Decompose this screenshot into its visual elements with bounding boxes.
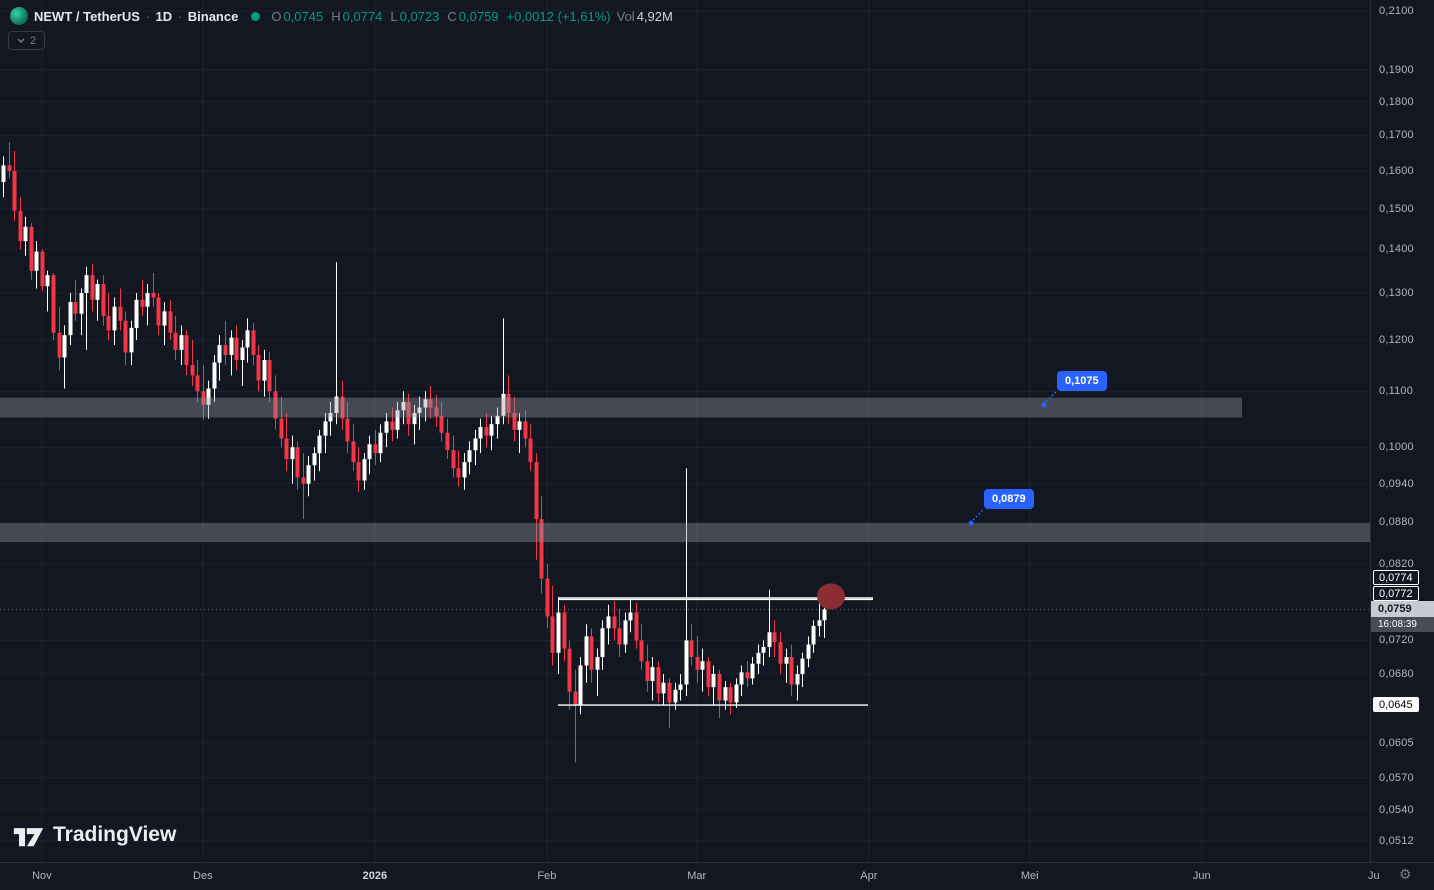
price-tick-label: 0,0940 bbox=[1379, 477, 1414, 490]
price-axis[interactable]: 0,0774 0,0772 0,0645 0,0759 16:08:39 0,2… bbox=[1370, 0, 1434, 862]
market-status-icon[interactable] bbox=[251, 11, 261, 21]
time-tick-label: 2026 bbox=[362, 870, 388, 882]
price-tick-label: 0,0605 bbox=[1379, 736, 1414, 749]
close-value: 0,0759 bbox=[458, 8, 499, 24]
price-flag-label[interactable]: 0,1075 bbox=[1057, 370, 1107, 391]
price-tick-label: 0,0540 bbox=[1379, 803, 1414, 816]
price-tick-label: 0,1600 bbox=[1379, 164, 1414, 177]
flag-anchor-dot bbox=[1041, 402, 1047, 408]
volume-value: 4,92M bbox=[636, 8, 673, 24]
open-key: O bbox=[271, 8, 282, 24]
low-readout: L 0,0723 bbox=[390, 9, 439, 24]
time-axis[interactable]: Nov Des 2026 Feb Mar Apr Mei Jun Ju bbox=[0, 862, 1434, 890]
price-tick-label: 0,1500 bbox=[1379, 202, 1414, 215]
flag-anchor-dot bbox=[968, 520, 974, 526]
time-tick-label: Nov bbox=[32, 870, 52, 882]
symbol-name: NEWT / TetherUS bbox=[34, 8, 140, 24]
price-tick-label: 0,1400 bbox=[1379, 243, 1414, 256]
symbol-logo-icon bbox=[10, 7, 28, 25]
separator-dot: · bbox=[145, 8, 150, 24]
last-price-label: 0,0759 16:08:39 bbox=[1371, 601, 1434, 633]
volume-key: Vol bbox=[616, 8, 635, 24]
time-tick-label: Ju bbox=[1368, 870, 1380, 882]
price-tick-label: 0,0680 bbox=[1379, 668, 1414, 681]
legend-collapse-button[interactable]: 2 bbox=[8, 31, 46, 50]
bar-countdown: 16:08:39 bbox=[1371, 617, 1434, 633]
price-tick-label: 0,1300 bbox=[1379, 286, 1414, 299]
time-tick-label: Apr bbox=[860, 870, 878, 882]
tradingview-logo-icon bbox=[13, 828, 44, 847]
price-tick-label: 0,0880 bbox=[1379, 516, 1414, 529]
tradingview-watermark-text: TradingView bbox=[53, 823, 177, 846]
separator-dot: · bbox=[177, 8, 183, 24]
time-tick-label: Mar bbox=[687, 870, 707, 882]
tradingview-watermark[interactable]: TradingView bbox=[13, 822, 176, 848]
high-value: 0,0774 bbox=[342, 8, 383, 24]
price-tick-label: 0,1900 bbox=[1379, 63, 1414, 76]
support-price-label: 0,0645 bbox=[1373, 697, 1419, 713]
line-price-label: 0,0772 bbox=[1373, 586, 1419, 602]
price-tick-label: 0,2100 bbox=[1379, 5, 1414, 17]
line-price-label: 0,0774 bbox=[1373, 570, 1419, 586]
symbol-title[interactable]: NEWT / TetherUS · 1D · Binance bbox=[34, 9, 238, 24]
price-tick-label: 0,1700 bbox=[1379, 129, 1414, 142]
candles bbox=[1, 142, 827, 763]
price-tick-label: 0,0720 bbox=[1379, 634, 1414, 647]
time-tick-label: Mei bbox=[1020, 870, 1039, 882]
rectangle-zone-drawing[interactable] bbox=[0, 523, 1370, 543]
time-tick-label: Des bbox=[193, 870, 213, 882]
price-tick-label: 0,0820 bbox=[1379, 557, 1414, 570]
open-readout: O 0,0745 bbox=[271, 9, 323, 24]
time-tick-label: Jun bbox=[1192, 870, 1211, 882]
last-price-value: 0,0759 bbox=[1371, 601, 1434, 618]
price-tick-label: 0,1000 bbox=[1379, 441, 1414, 454]
hidden-objects-count: 2 bbox=[30, 34, 37, 47]
candlestick-chart[interactable] bbox=[0, 0, 1370, 862]
flag-connector-line bbox=[972, 509, 984, 521]
chart-grid bbox=[0, 0, 1370, 862]
symbol-legend: NEWT / TetherUS · 1D · Binance O 0,0745 H… bbox=[10, 7, 673, 25]
volume-readout: Vol 4,92M bbox=[617, 9, 673, 24]
change-value: +0,0012 (+1,61%) bbox=[506, 8, 611, 24]
circle-marker-drawing[interactable] bbox=[817, 583, 845, 610]
exchange-label: Binance bbox=[187, 8, 239, 24]
open-value: 0,0745 bbox=[283, 8, 324, 24]
price-flag-label[interactable]: 0,0879 bbox=[984, 489, 1034, 510]
high-readout: H 0,0774 bbox=[331, 9, 382, 24]
price-tick-label: 0,0570 bbox=[1379, 771, 1414, 784]
high-key: H bbox=[331, 8, 341, 24]
time-tick-label: Feb bbox=[537, 870, 557, 882]
ohlc-readout: O 0,0745 H 0,0774 L 0,0723 C 0,0759 +0,0012 … bbox=[271, 9, 610, 24]
close-key: C bbox=[447, 8, 457, 24]
price-tick-label: 0,0512 bbox=[1379, 834, 1414, 847]
close-readout: C 0,0759 bbox=[447, 9, 498, 24]
rectangle-zone-drawing[interactable] bbox=[0, 397, 1242, 418]
price-tick-label: 0,1100 bbox=[1379, 385, 1414, 398]
price-tick-label: 0,1800 bbox=[1379, 95, 1414, 108]
price-tick-label: 0,1200 bbox=[1379, 334, 1414, 347]
low-value: 0,0723 bbox=[399, 8, 440, 24]
interval-label: 1D bbox=[155, 8, 173, 24]
low-key: L bbox=[390, 8, 398, 24]
chevron-down-icon bbox=[17, 38, 25, 43]
settings-gear-icon[interactable]: ⚙ bbox=[1399, 866, 1412, 882]
